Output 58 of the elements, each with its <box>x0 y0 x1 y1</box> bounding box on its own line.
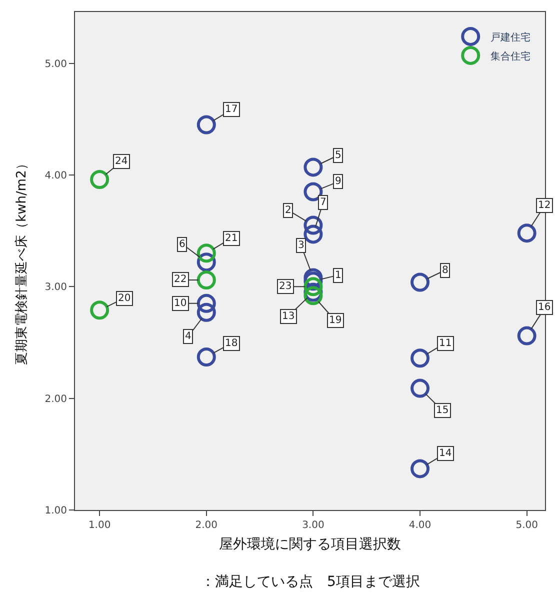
x-axis-title: 屋外環境に関する項目選択数 <box>219 536 401 552</box>
annotation: 5 <box>335 150 342 161</box>
point <box>410 459 430 478</box>
point <box>90 300 110 320</box>
annotation: 23 <box>279 281 292 292</box>
annotation: 19 <box>329 315 342 326</box>
annotation: 24 <box>115 156 128 167</box>
y-tick-label: 3.00 <box>44 282 67 294</box>
point <box>410 272 430 292</box>
point <box>304 286 323 306</box>
x-tick-label: 1.00 <box>88 520 111 531</box>
point <box>90 170 110 189</box>
x-tick-label: 3.00 <box>302 520 324 531</box>
point <box>196 302 216 322</box>
annotation: 21 <box>225 233 238 244</box>
point <box>196 270 216 290</box>
point <box>196 348 216 367</box>
point <box>304 277 323 296</box>
y-tick-label: 1.00 <box>44 506 67 516</box>
annotation: 13 <box>282 311 295 322</box>
annotation: 2 <box>285 205 292 216</box>
y-tick-label: 2.00 <box>44 394 67 405</box>
x-tick-label: 4.00 <box>408 520 432 531</box>
annotation: 1 <box>335 270 342 281</box>
y-tick-label: 4.00 <box>44 170 67 182</box>
legend-label: 戸建住宅 <box>490 31 531 44</box>
annotation: 8 <box>442 265 448 276</box>
annotation: 9 <box>335 176 342 187</box>
y-axis-title: 夏期東電検針量延べ床（kwh/m2） <box>14 157 30 365</box>
text: ：満足している点 5項目まで選択 <box>201 574 420 590</box>
annotation: 17 <box>225 104 238 115</box>
legend-label: 集合住宅 <box>490 50 531 62</box>
point <box>410 348 430 368</box>
annotation: 11 <box>439 338 452 349</box>
point <box>517 326 536 346</box>
annotation: 7 <box>320 197 326 208</box>
point <box>196 115 216 134</box>
point <box>304 158 323 177</box>
annotation: 14 <box>439 448 452 459</box>
annotation: 10 <box>174 298 187 309</box>
point <box>196 294 216 313</box>
point <box>304 224 323 244</box>
annotation: 22 <box>174 274 187 285</box>
annotation: 20 <box>118 293 131 304</box>
x-tick-label: 2.00 <box>195 520 218 531</box>
annotation: 4 <box>185 331 192 342</box>
annotation: 16 <box>538 302 551 313</box>
annotation: 15 <box>436 405 449 416</box>
annotation: 12 <box>538 200 551 211</box>
x-tick-label: 5.00 <box>516 520 538 531</box>
point <box>517 224 536 243</box>
point <box>410 378 430 398</box>
annotation: 6 <box>179 239 186 250</box>
annotation: 18 <box>225 338 238 349</box>
point <box>304 216 323 235</box>
point <box>196 244 216 263</box>
y-tick-label: 5.00 <box>44 58 67 70</box>
annotation: 3 <box>298 240 304 251</box>
